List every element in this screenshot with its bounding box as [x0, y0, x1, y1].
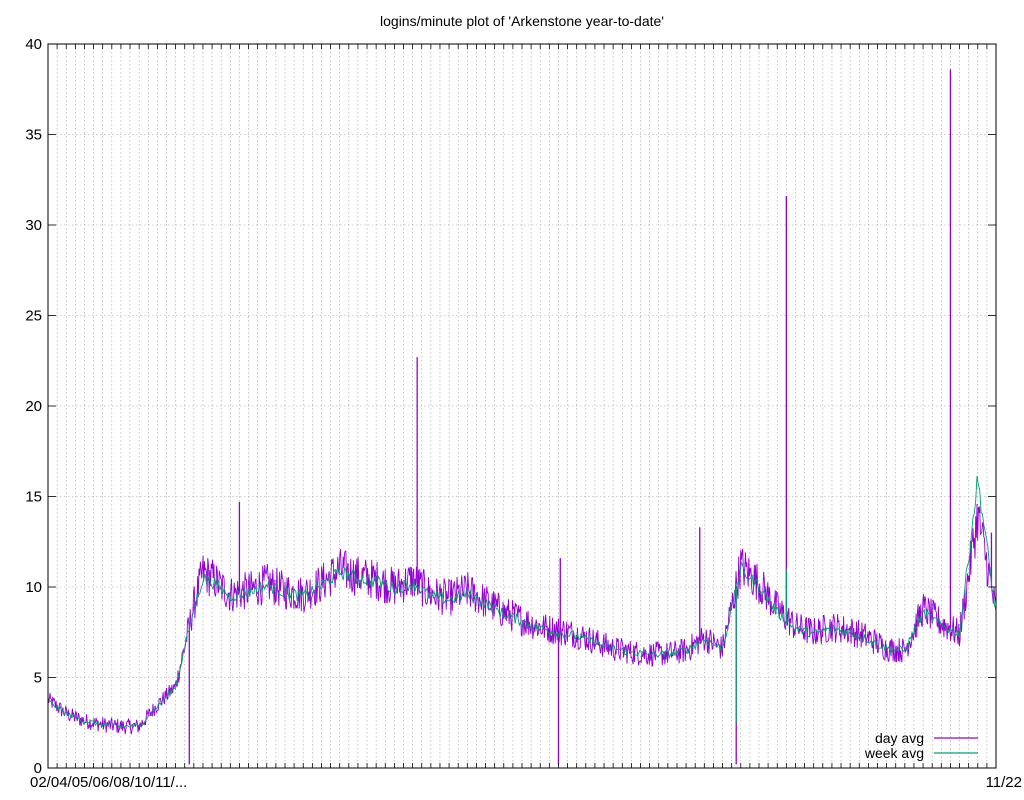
y-tick-label: 10	[25, 579, 42, 596]
legend-label-week-avg: week avg	[864, 745, 924, 761]
y-tick-label: 35	[25, 127, 42, 144]
y-tick-label: 0	[34, 760, 42, 777]
series-line-day-avg	[47, 503, 997, 735]
series-line-week-avg	[47, 475, 997, 729]
y-tick-label: 15	[25, 489, 42, 506]
legend: day avg week avg	[864, 730, 978, 761]
plot-border	[47, 43, 997, 769]
y-tick-label: 5	[34, 670, 42, 687]
y-tick-label: 25	[25, 308, 42, 325]
x-tick-labels-right: 11/22	[986, 774, 1022, 791]
y-tick-label: 40	[25, 36, 42, 53]
series-layer	[47, 69, 997, 765]
chart-title: logins/minute plot of 'Arkenstone year-t…	[380, 13, 664, 29]
legend-label-day-avg: day avg	[875, 730, 924, 746]
grid	[48, 44, 996, 768]
y-tick-label: 30	[25, 217, 42, 234]
y-tick-label: 20	[25, 398, 42, 415]
axes: 0 5 10 15 20 25 30 35 40 02/04/05/06/08/10/11/...…	[25, 36, 1022, 791]
x-tick-labels-left: 02/04/05/06/08/10/11/...	[30, 774, 187, 791]
